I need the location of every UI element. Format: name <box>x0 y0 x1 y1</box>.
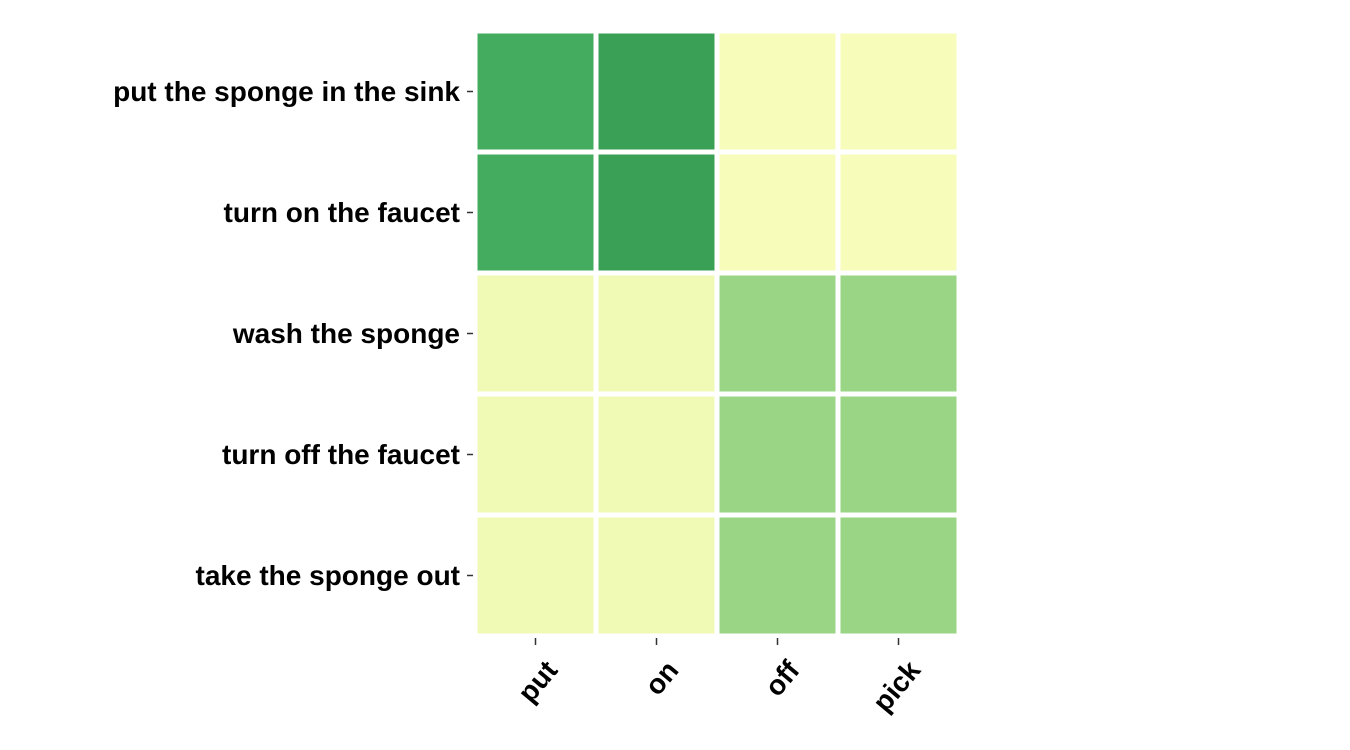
heatmap-cell-r0-c2 <box>714 28 841 155</box>
row-labels: put the sponge in the sink turn on the fa… <box>113 76 473 591</box>
heatmap-cell-r4-c2 <box>714 512 841 639</box>
heatmap-cell-r4-c1 <box>593 512 720 639</box>
heatmap-cell-r3-c3 <box>835 391 962 518</box>
heatmap-cells <box>472 28 962 639</box>
heatmap-cell-r2-c1 <box>593 270 720 397</box>
heatmap-cell-r0-c1 <box>593 28 720 155</box>
heatmap-cell-r1-c0 <box>472 149 599 276</box>
row-label: wash the sponge <box>232 318 460 349</box>
heatmap-cell-r1-c3 <box>835 149 962 276</box>
heatmap-cell-r2-c3 <box>835 270 962 397</box>
row-label: take the sponge out <box>196 560 460 591</box>
heatmap-cell-r4-c0 <box>472 512 599 639</box>
heatmap-cell-r0-c0 <box>472 28 599 155</box>
row-label: put the sponge in the sink <box>113 76 460 107</box>
column-labels: put on off pick <box>512 638 927 718</box>
heatmap-cell-r4-c3 <box>835 512 962 639</box>
heatmap-cell-r1-c2 <box>714 149 841 276</box>
row-label: turn on the faucet <box>224 197 460 228</box>
heatmap-cell-r2-c0 <box>472 270 599 397</box>
heatmap-cell-r0-c3 <box>835 28 962 155</box>
heatmap-cell-r3-c2 <box>714 391 841 518</box>
column-label: put <box>512 655 564 708</box>
heatmap-cell-r2-c2 <box>714 270 841 397</box>
heatmap-cell-r3-c0 <box>472 391 599 518</box>
heatmap-cell-r3-c1 <box>593 391 720 518</box>
column-label: pick <box>867 654 927 717</box>
row-label: turn off the faucet <box>222 439 460 470</box>
column-label: on <box>639 655 685 701</box>
column-label: off <box>759 654 806 702</box>
heatmap-cell-r1-c1 <box>593 149 720 276</box>
